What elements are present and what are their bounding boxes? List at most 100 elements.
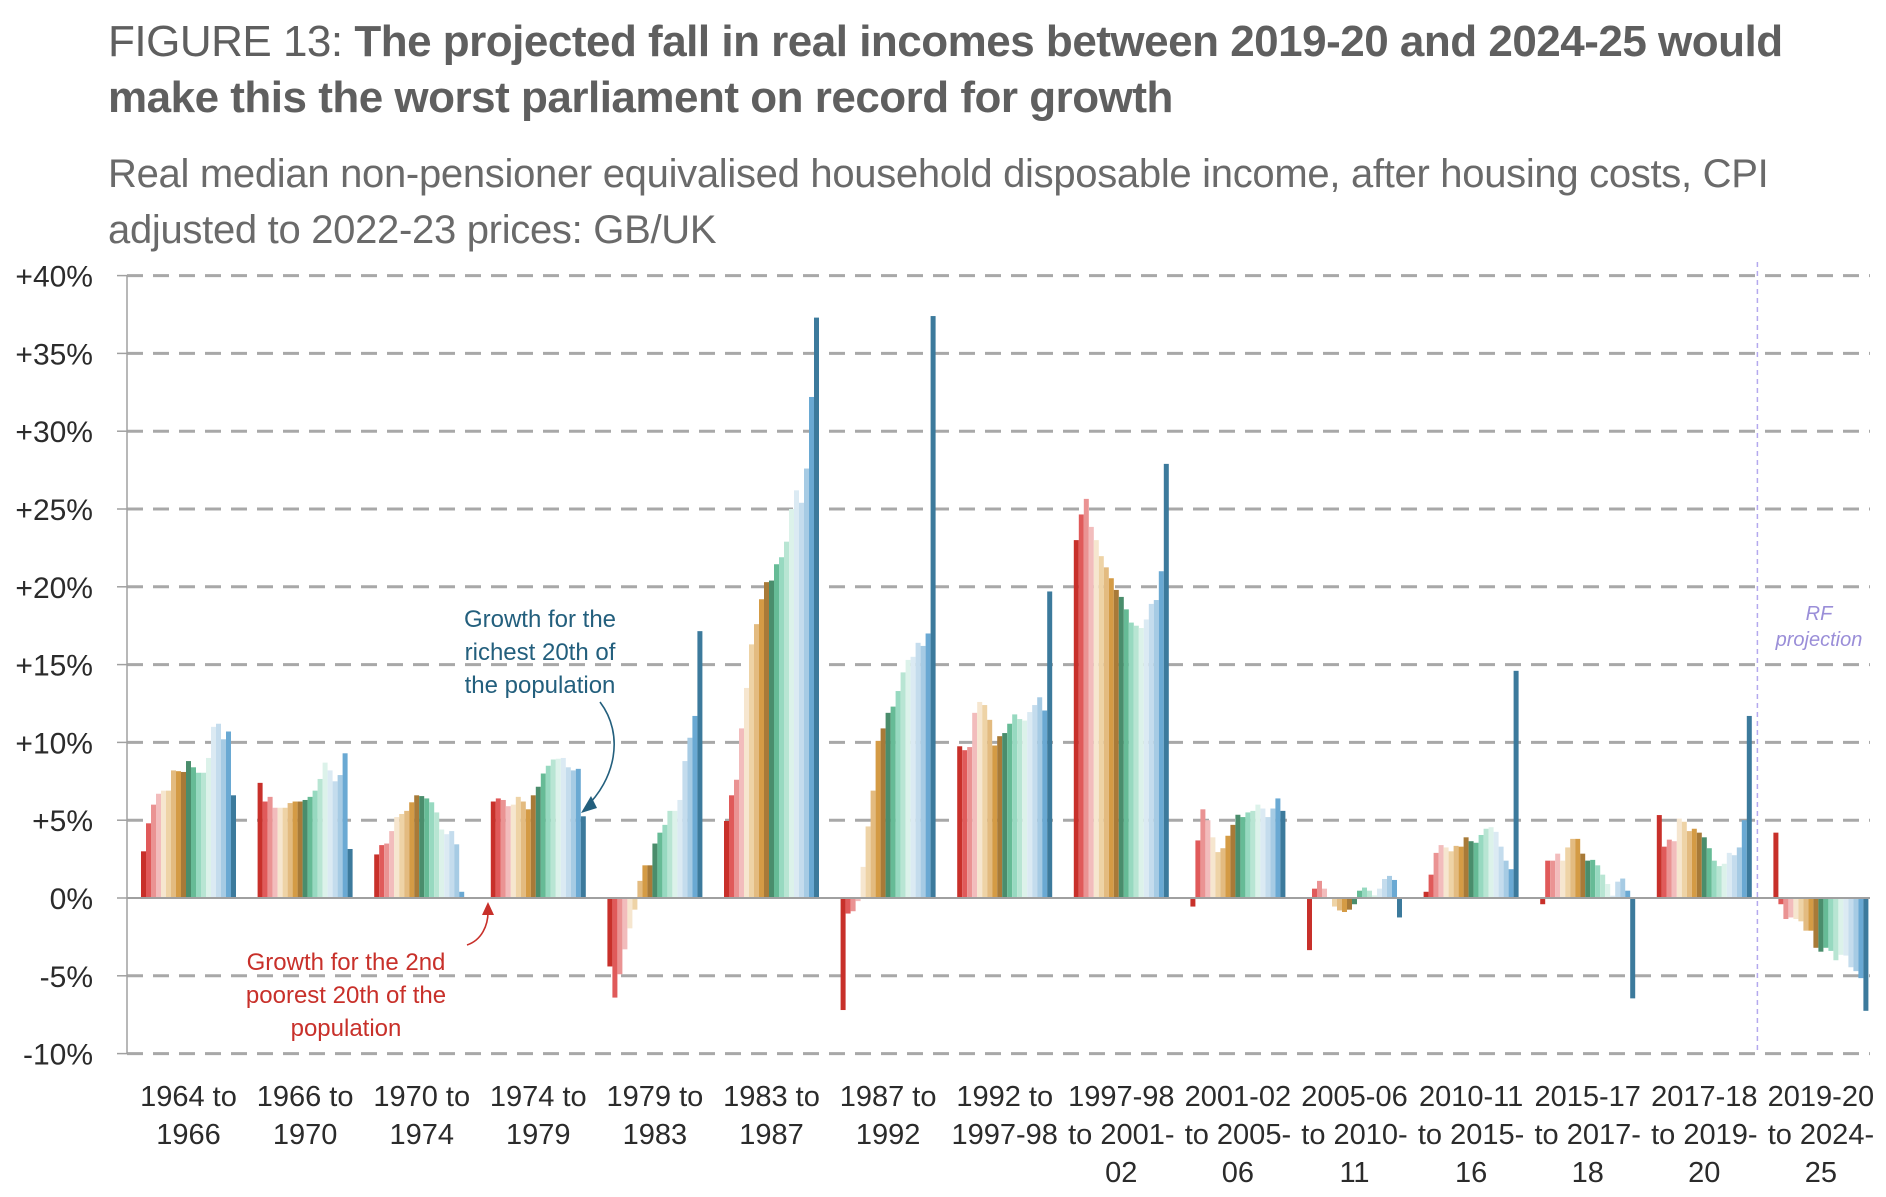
bar (1823, 898, 1829, 948)
bar (565, 767, 571, 898)
bar (257, 782, 263, 898)
bar (166, 790, 171, 898)
bar (1007, 723, 1013, 898)
bar (1433, 852, 1439, 898)
bar (1158, 571, 1164, 898)
bar (337, 775, 343, 898)
bar (890, 706, 896, 898)
bar (1037, 697, 1043, 898)
x-tick-label: 2019-20 (1768, 1081, 1874, 1113)
bar (1382, 879, 1387, 898)
bar (687, 737, 693, 898)
bar (799, 502, 804, 898)
bar (724, 820, 729, 898)
bar (394, 817, 400, 898)
bar (1686, 831, 1692, 898)
bar (804, 468, 809, 898)
bar (277, 807, 283, 898)
x-tick-label: 25 (1805, 1157, 1837, 1189)
bar (272, 807, 278, 898)
bar (560, 757, 566, 898)
bar (1240, 817, 1246, 898)
bar (1838, 898, 1844, 955)
x-tick-label: 1974 to (490, 1081, 587, 1113)
bar (895, 691, 901, 898)
bar (439, 829, 445, 898)
annotation-poorest: poorest 20th of the (246, 982, 446, 1009)
bar (1600, 874, 1606, 898)
bar (697, 631, 703, 898)
bar-group (1073, 463, 1169, 898)
annotation-projection: RF (1806, 603, 1834, 625)
x-tick-label: to 2010- (1301, 1119, 1407, 1151)
bar (754, 624, 759, 898)
bar (1570, 838, 1576, 898)
bar (1746, 715, 1752, 898)
bar (1153, 600, 1159, 898)
x-tick-label: 16 (1455, 1157, 1487, 1189)
bar (1438, 845, 1444, 898)
bar-group (1423, 670, 1519, 898)
bar (1783, 898, 1789, 920)
bar (1352, 898, 1357, 905)
bar (201, 772, 206, 898)
bar-group (724, 317, 819, 898)
x-tick-label: 1983 (623, 1119, 688, 1151)
bar (789, 509, 794, 898)
bar (1128, 622, 1134, 898)
bar-group (1190, 798, 1286, 907)
bar (1022, 720, 1028, 898)
bar (1362, 887, 1367, 898)
x-tick-label: 1983 to (723, 1081, 820, 1113)
bar (1047, 591, 1053, 898)
bar (1513, 670, 1519, 898)
bar (1337, 898, 1342, 911)
bar (1200, 809, 1206, 898)
bar (1255, 804, 1261, 898)
bar (1392, 879, 1397, 898)
bar (1073, 540, 1079, 898)
bar-group (257, 753, 353, 898)
bar (221, 739, 226, 898)
bar (1235, 814, 1241, 898)
y-tick-label: 0% (50, 883, 93, 916)
bar (374, 854, 380, 898)
bar (1863, 898, 1869, 1011)
annotation-richest: the population (465, 672, 616, 699)
bar (1103, 567, 1109, 898)
bar (287, 803, 293, 898)
bar (1453, 845, 1459, 898)
bar (151, 804, 156, 898)
bar (1113, 589, 1119, 898)
bar (156, 793, 161, 898)
bar (652, 843, 658, 898)
y-axis-ticks: -10% -5% 0% +5% +10% +15% +20% +25% +30% +35% +40% (15, 261, 127, 1072)
y-tick-label: +30% (15, 416, 93, 449)
bar-group (1540, 838, 1636, 999)
bar (262, 801, 268, 898)
bar (1332, 898, 1337, 907)
x-tick-label: 1966 (156, 1119, 221, 1151)
bar (1002, 733, 1008, 898)
bar (1230, 824, 1236, 898)
annotation-richest-arrow (584, 701, 615, 809)
bar (1118, 596, 1124, 898)
bar (580, 816, 586, 898)
bar (1580, 853, 1586, 898)
bar (1468, 841, 1474, 898)
bar (1741, 820, 1747, 898)
bar (141, 851, 146, 898)
x-tick-label: to 2005- (1185, 1119, 1291, 1151)
bar (1032, 705, 1038, 898)
bar (1498, 846, 1504, 898)
bar (1387, 875, 1392, 898)
x-tick-label: 02 (1105, 1157, 1137, 1189)
bar (1138, 628, 1144, 898)
bar (379, 845, 385, 898)
bar (1691, 828, 1697, 898)
bar (1726, 852, 1732, 898)
bar (1630, 898, 1636, 999)
bar (692, 715, 698, 898)
bar (865, 826, 871, 898)
